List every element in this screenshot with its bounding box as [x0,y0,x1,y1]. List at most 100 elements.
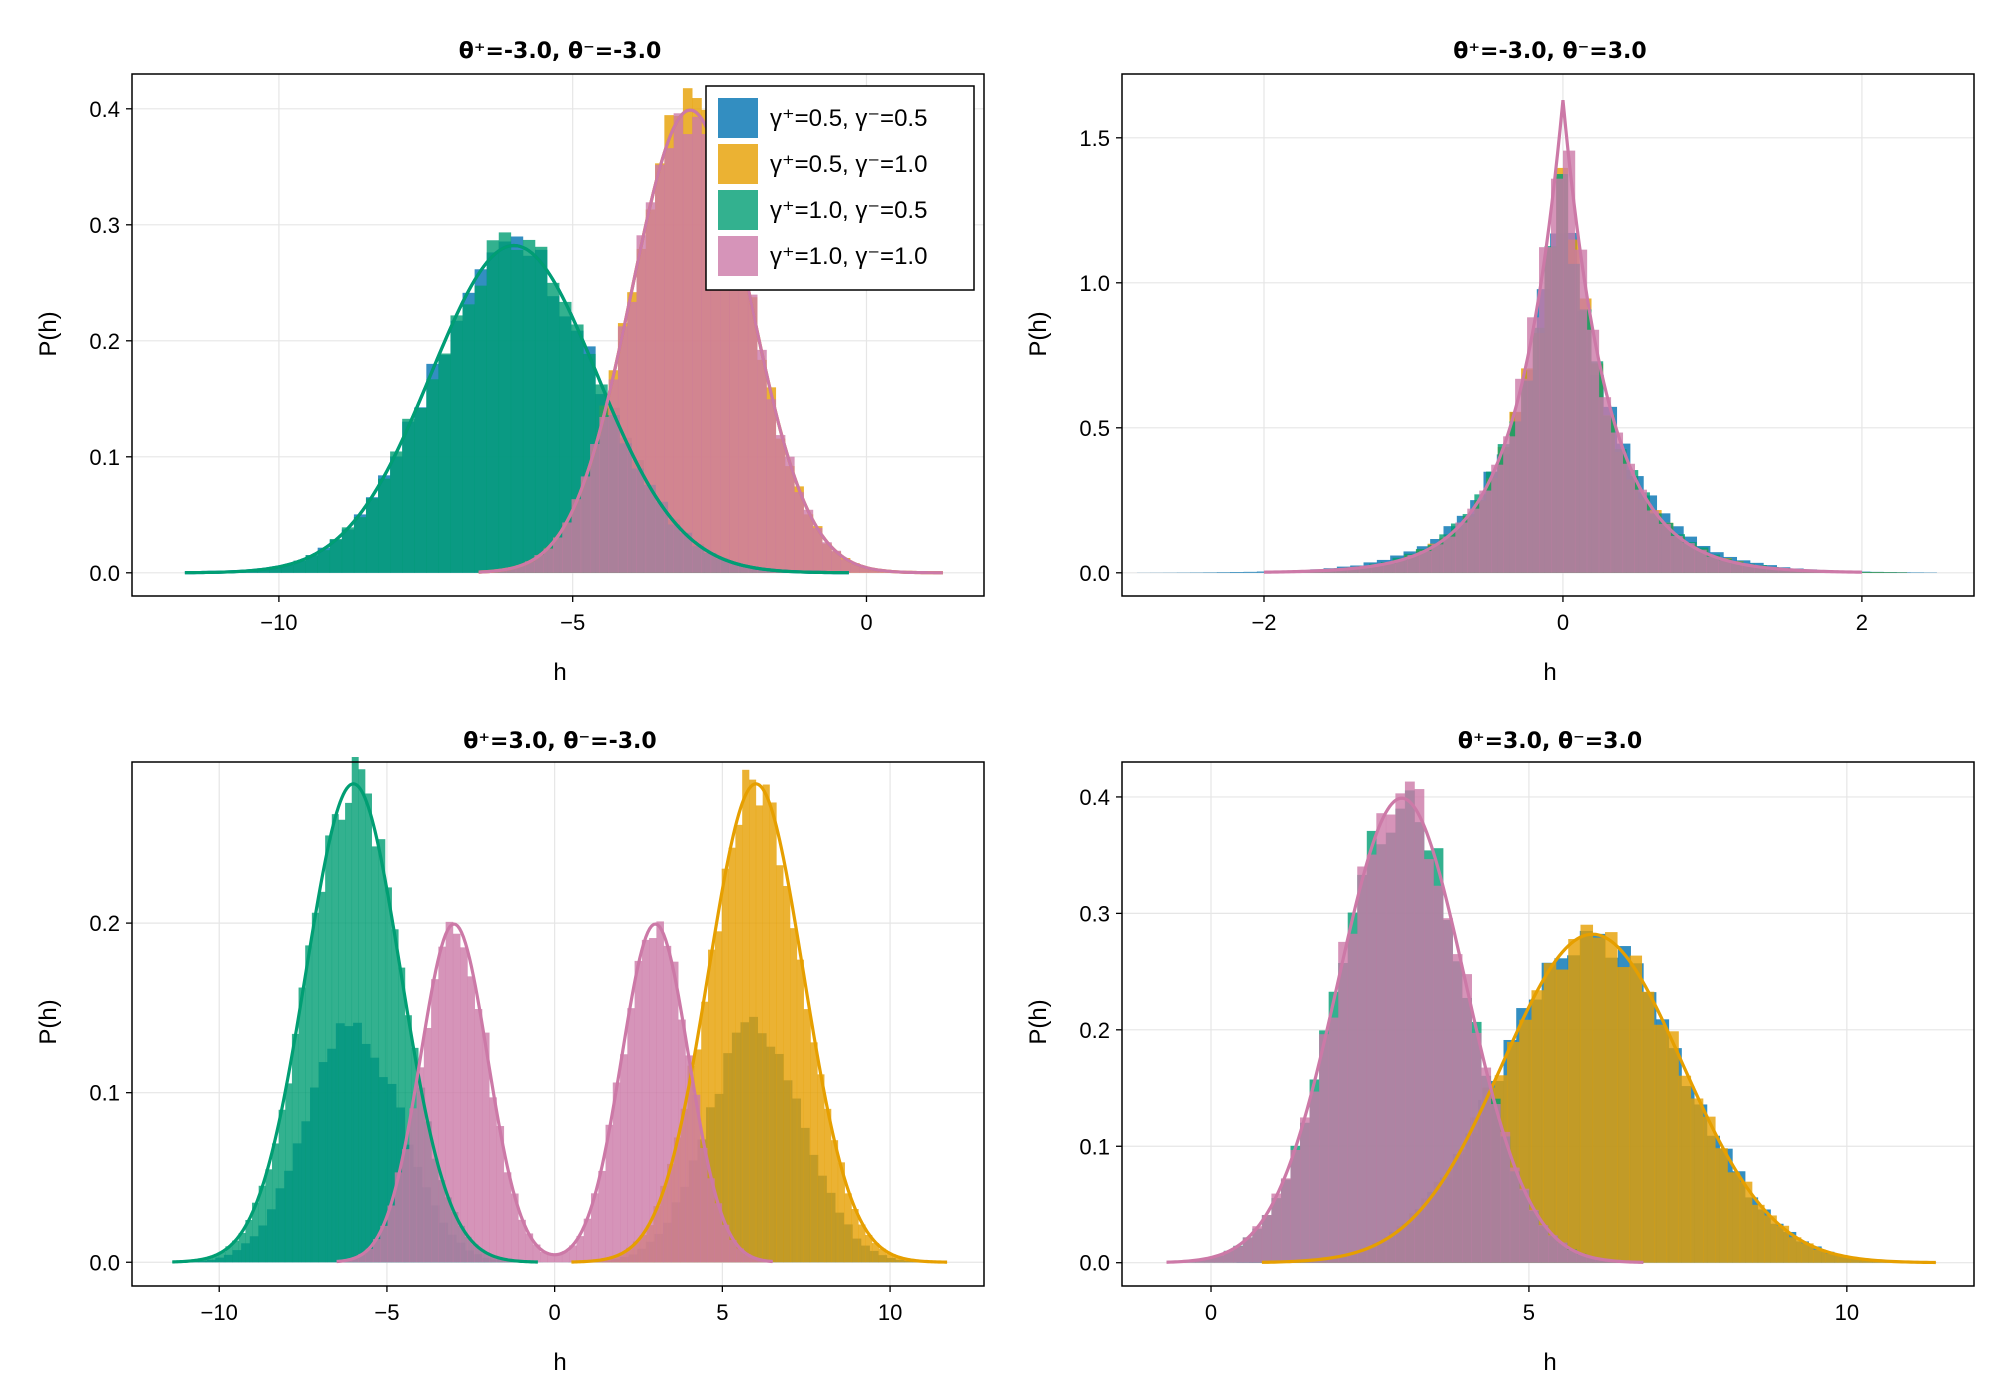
y-tick-label: 0.2 [1079,1018,1110,1043]
histogram-bar [812,527,823,573]
legend-label: γ⁺=1.0, γ⁻=0.5 [770,197,927,224]
histogram-bar [1300,1117,1310,1263]
histogram-bar [1567,1250,1577,1263]
histogram-bar [641,939,650,1263]
histogram-bar [878,1248,886,1263]
histogram-bar [1641,991,1655,1263]
x-tick-label: 10 [878,1300,902,1325]
histogram-bar [670,961,679,1263]
histogram-bar [1443,918,1453,1263]
panel-title: θ⁺=-3.0, θ⁻=3.0 [1453,39,1646,64]
histogram-bar [258,1185,266,1263]
histogram-bar [707,1178,715,1263]
histogram-bar [803,509,814,573]
histogram-bar [1519,1188,1530,1263]
histogram-bar [1730,563,1743,573]
density-curve [184,243,849,575]
histogram-bar [817,1074,825,1263]
histogram-bar [1715,1148,1728,1263]
histogram-bar [789,928,798,1263]
x-tick-label: 0 [860,610,872,635]
histogram-bar [345,802,353,1263]
histogram-bar [729,1240,737,1263]
histogram-bar [474,285,487,573]
histogram-bar [1462,974,1473,1263]
histogram-bar [1813,1249,1826,1263]
density-curve [172,782,538,1264]
histogram-bar [682,134,693,573]
histogram-bar [1801,1243,1814,1263]
histogram-bar [645,202,656,573]
histogram-bar [212,1255,220,1263]
y-axis-label: P(h) [1025,311,1052,356]
histogram-bar [1503,436,1516,573]
histogram-bar [1739,1181,1753,1263]
histogram-bar [554,1254,563,1263]
histogram-bar [452,933,461,1263]
legend-label: γ⁺=1.0, γ⁻=1.0 [770,243,927,270]
histogram-bar [325,835,333,1263]
histogram-bar [1261,1214,1272,1263]
histogram-bar [390,451,403,573]
histogram-bar [298,987,306,1263]
histogram-bar [1319,1034,1329,1263]
histogram-bar [796,959,804,1263]
x-tick-label: 10 [1835,1300,1859,1325]
histogram-bar [552,537,563,573]
histogram-bar [678,1019,686,1263]
histogram-bar [757,349,767,573]
histogram-bar [372,1239,381,1263]
legend-swatch [718,98,758,138]
histogram-bar [365,498,379,573]
histogram-bar [1347,568,1360,573]
histogram-bar [1280,1178,1291,1263]
histogram-bar [329,538,343,573]
histogram-bar [700,1147,708,1263]
y-tick-label: 0.4 [89,97,120,122]
histogram-bar [1766,568,1779,573]
histogram-bar [1214,1255,1225,1263]
histogram-bar [1419,551,1432,573]
x-axis-label: h [1543,1349,1556,1376]
y-tick-label: 1.0 [1079,271,1110,296]
histogram-bar [775,435,786,573]
histogram-bar [571,499,582,573]
histogram-bar [1825,1253,1839,1263]
histogram-bar [1338,941,1349,1263]
histogram-bar [1871,572,1884,573]
histogram-bar [1395,793,1406,1263]
histogram-bar [409,1108,417,1263]
histogram-bar [515,565,526,573]
plot-frame [1121,73,1975,597]
histogram-bar [431,979,439,1263]
histogram-bar [747,294,758,573]
x-tick-label: −5 [560,610,585,635]
histogram-bar [467,976,476,1263]
histogram-bar [281,565,294,573]
histogram-bar [655,164,665,573]
y-tick-label: 0.1 [89,1081,120,1106]
histogram-bar [810,1042,818,1263]
x-tick-label: 0 [1557,610,1569,635]
histogram-bar [1598,397,1612,573]
histogram-bar [404,1015,412,1263]
histogram-bar [1490,1104,1501,1263]
histogram-bar [252,1202,259,1263]
histogram-bar [438,353,451,573]
histogram-bar [1431,544,1444,573]
histogram-bar [858,1224,866,1263]
histogram-bar [580,476,591,573]
histogram-bar [794,492,804,573]
histogram-bar [559,301,572,573]
histogram-bar [627,301,637,573]
histogram-bar [776,865,784,1263]
histogram-bar [1586,329,1600,573]
histogram-bar [1610,432,1624,573]
histogram-bar [414,407,427,573]
histogram-bar [1568,939,1581,1263]
histogram-bar [394,1172,403,1263]
histogram-bar [865,1234,873,1263]
histogram-bar [755,805,763,1263]
histogram-bar [265,1169,273,1263]
